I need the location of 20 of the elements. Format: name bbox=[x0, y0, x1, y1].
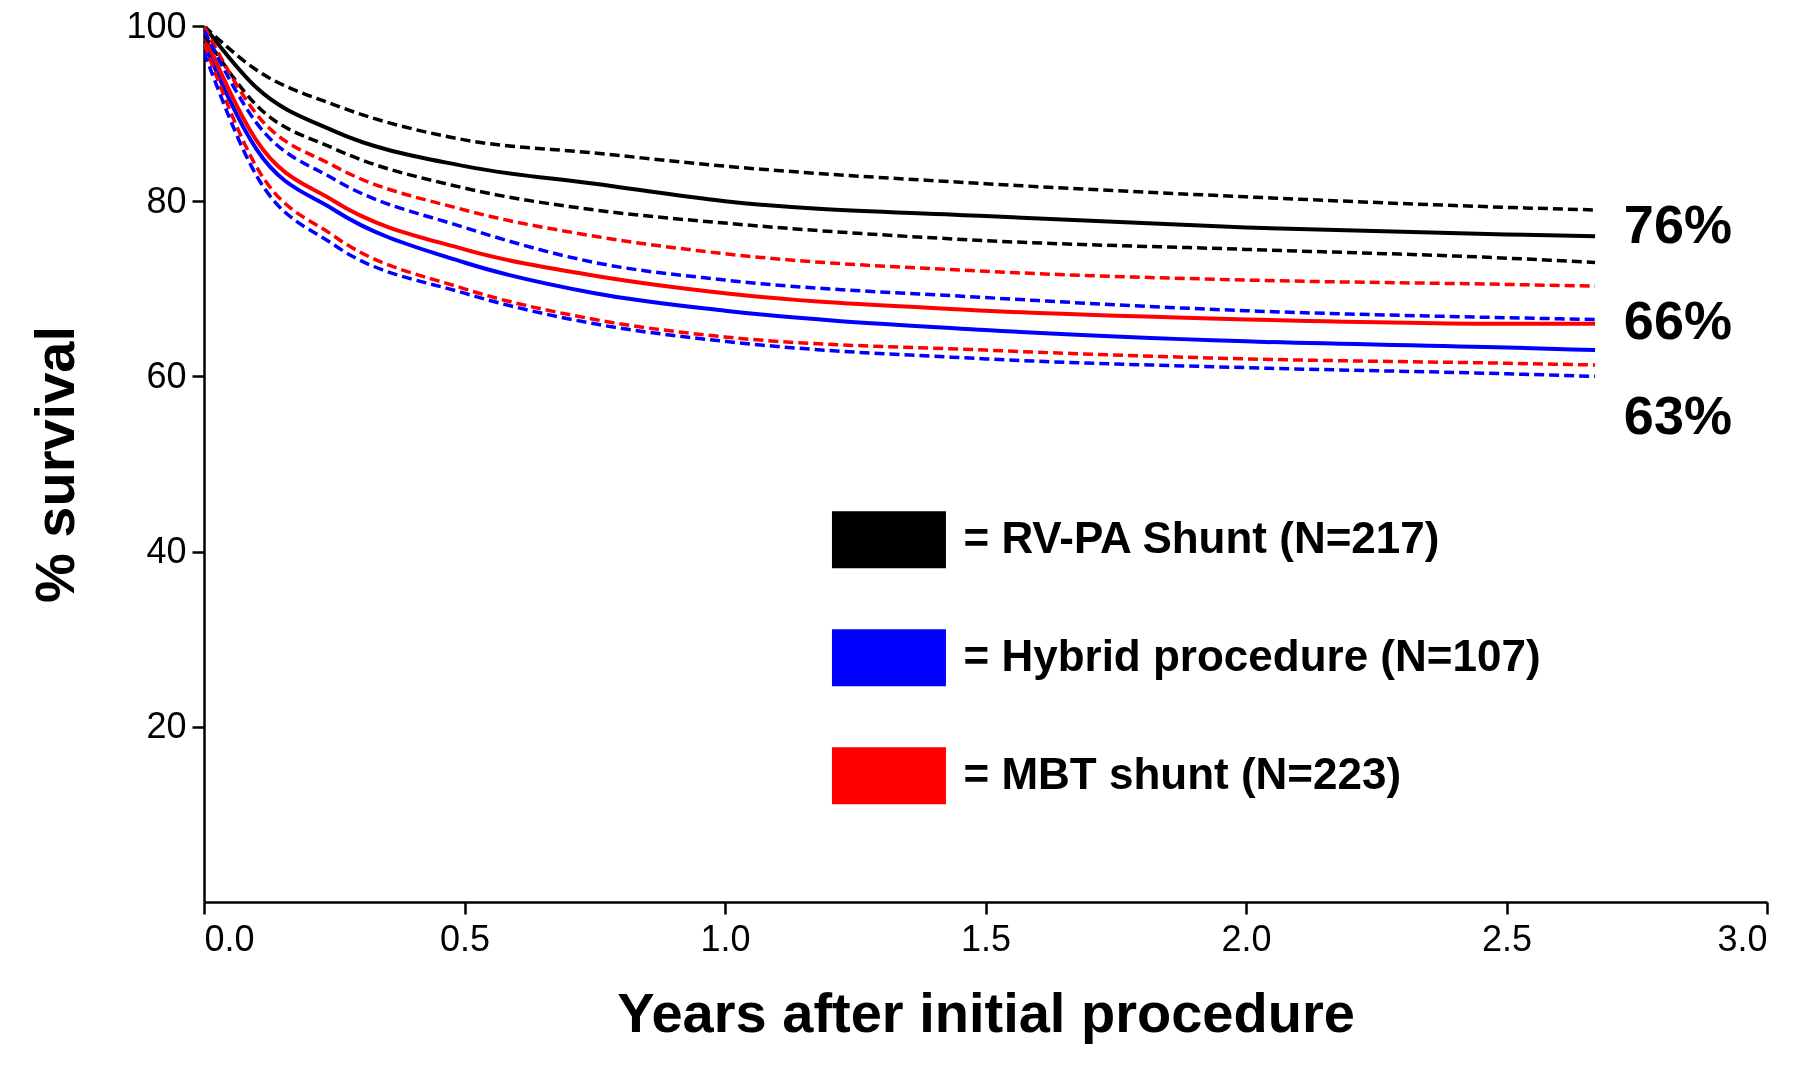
x-tick-label: 0.0 bbox=[204, 917, 255, 959]
y-tick-label: 100 bbox=[126, 4, 187, 46]
annotation: 66% bbox=[1623, 289, 1732, 350]
x-tick-label: 3.0 bbox=[1717, 917, 1768, 959]
x-tick-label: 2.5 bbox=[1481, 917, 1533, 959]
annotation: 76% bbox=[1623, 194, 1732, 254]
legend-label: = Hybrid procedure (N=107) bbox=[963, 630, 1541, 680]
y-tick-label: 40 bbox=[146, 530, 187, 572]
y-tick-label: 60 bbox=[146, 354, 187, 396]
y-tick-label: 20 bbox=[146, 705, 187, 747]
x-tick-label: 1.5 bbox=[960, 917, 1012, 959]
x-tick-label: 1.0 bbox=[700, 917, 751, 959]
x-tick-label: 2.0 bbox=[1221, 917, 1272, 959]
legend-label: = RV-PA Shunt (N=217) bbox=[963, 512, 1440, 562]
annotation: 63% bbox=[1623, 385, 1732, 445]
x-axis-title: Years after initial procedure bbox=[617, 980, 1355, 1044]
x-tick-label: 0.5 bbox=[439, 917, 491, 959]
legend-label: = MBT shunt (N=223) bbox=[963, 748, 1402, 798]
y-axis-title: % survival bbox=[23, 325, 87, 604]
y-tick-label: 80 bbox=[146, 179, 187, 221]
